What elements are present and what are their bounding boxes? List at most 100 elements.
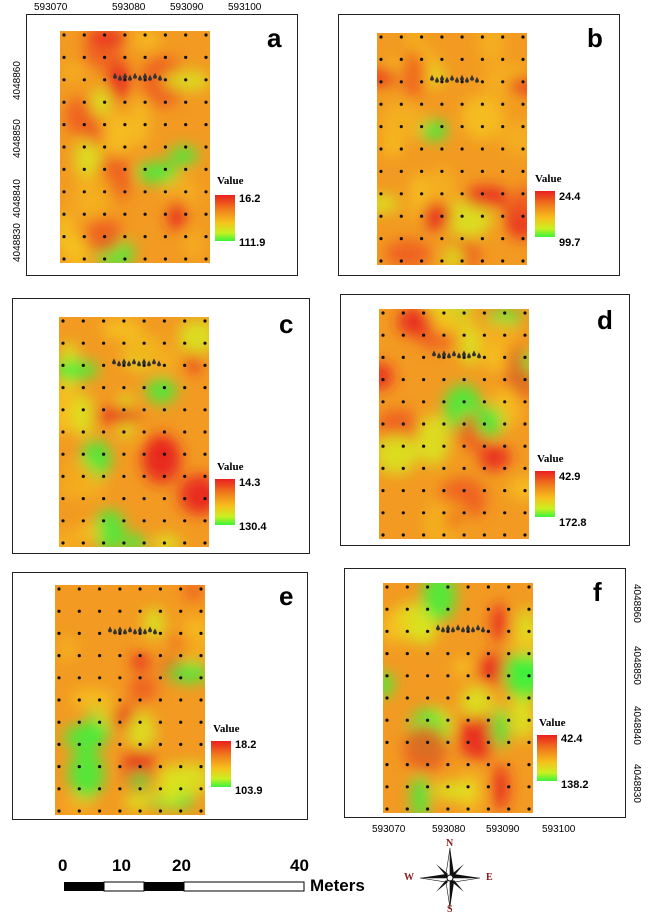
sample-point [118,587,122,591]
sample-point [426,674,430,678]
sample-point [501,214,505,218]
scale-label: 20 [172,856,191,875]
sample-point [183,497,187,501]
legend-color-ramp [535,471,555,517]
sample-point [98,587,102,591]
tree-marker-icon [440,74,444,81]
sample-point [401,489,405,493]
sample-point [507,763,511,767]
tree-marker-icon [465,76,469,83]
sample-point [462,489,466,493]
sample-point [179,609,183,613]
sample-point [138,809,142,813]
sample-point [527,696,531,700]
sample-point [466,785,470,789]
tree-marker-icon [127,360,131,367]
sample-point [480,57,484,61]
value-patch [500,120,527,156]
sample-point [460,147,464,151]
tree-marker-icon [142,358,146,365]
sample-point [507,607,511,611]
sample-point [422,333,426,337]
sample-point [163,167,167,171]
tree-marker-icon [435,76,439,83]
sample-point [507,629,511,633]
value-patch [70,688,114,709]
scale-label: 40 [290,856,309,875]
sample-point [501,80,505,84]
sample-point [399,125,403,129]
sample-point [379,147,383,151]
sample-point [103,33,107,37]
sample-point [460,169,464,173]
value-patch [184,585,203,602]
sample-point [118,676,122,680]
sample-point [503,311,507,315]
sample-point [486,807,490,811]
sample-point [81,430,85,434]
sample-point [81,386,85,390]
sample-point [77,587,81,591]
value-patch [422,583,457,622]
sample-point [527,629,531,633]
sample-point [401,422,405,426]
sample-point [442,311,446,315]
tree-marker-icon [451,626,455,633]
tree-marker-icon [462,350,466,357]
x-tick-label: 593100 [228,2,262,13]
sample-point [204,257,208,261]
sample-point [486,652,490,656]
tree-marker-icon [137,360,141,367]
value-patch [140,56,186,107]
sample-point [426,629,430,633]
sample-point [460,259,464,263]
sample-point [179,698,183,702]
sample-point [501,35,505,39]
sample-point [422,311,426,315]
sample-point [158,765,162,769]
sample-point [143,257,147,261]
sample-point [102,430,106,434]
sample-point [426,763,430,767]
sample-point [102,386,106,390]
x-tick-label: 593070 [372,824,406,835]
sample-point [446,585,450,589]
sample-point [62,167,66,171]
sample-point [61,363,65,367]
sample-point [460,192,464,196]
sample-point [82,212,86,216]
sample-point [401,355,405,359]
sample-point [523,466,527,470]
sample-point [77,676,81,680]
sample-point [57,787,61,791]
sample-point [462,333,466,337]
sample-point [62,212,66,216]
interpolation-map [59,317,209,547]
tree-marker-icon [128,74,132,81]
sample-point [183,363,187,367]
sample-point [143,100,147,104]
sample-point [143,190,147,194]
sample-point [420,237,424,241]
value-patch [184,354,201,373]
sample-point [203,497,207,501]
value-patch [84,216,122,254]
tree-marker-icon [152,358,156,365]
sample-point [507,785,511,789]
sample-point [204,212,208,216]
sample-point [401,466,405,470]
tree-marker-icon [452,350,456,357]
sample-point [379,259,383,263]
sample-point [503,533,507,537]
sample-point [123,33,127,37]
sample-point [527,807,531,811]
sample-point [521,147,525,151]
sample-point [199,809,203,813]
sample-point [466,674,470,678]
sample-point [81,319,85,323]
sample-point [122,519,126,523]
sample-point [385,674,389,678]
value-patch [85,31,128,46]
sample-point [118,698,122,702]
interpolation-map [377,33,527,265]
